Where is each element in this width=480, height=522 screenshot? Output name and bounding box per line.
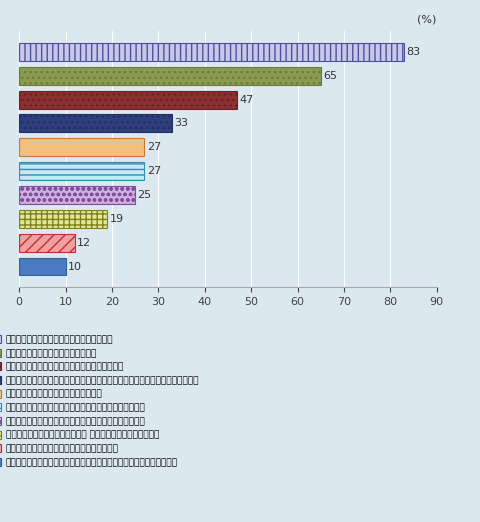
Text: 25: 25 (138, 190, 152, 200)
Text: 83: 83 (407, 47, 421, 57)
Text: 12: 12 (77, 238, 91, 247)
Bar (19, 138, 144, 156)
Text: 10: 10 (68, 262, 82, 271)
Text: (%): (%) (418, 15, 437, 25)
Text: 65: 65 (323, 71, 337, 81)
Bar (19, 114, 172, 133)
Bar (19, 67, 321, 85)
Legend: 有害な化学物質を製造過程で使用していない, リサイクル由来の原料が使われている, オーガニック栽培に由来する原料が使われている, （環境に対して）低負荷の技術や: 有害な化学物質を製造過程で使用していない, リサイクル由来の原料が使われている,… (0, 335, 199, 467)
Bar (19, 257, 66, 276)
Text: 27: 27 (147, 143, 161, 152)
Bar (19, 234, 75, 252)
Text: 33: 33 (175, 118, 189, 128)
Bar (19, 186, 135, 204)
Bar (19, 210, 108, 228)
Text: 47: 47 (240, 94, 254, 104)
Bar (19, 43, 404, 61)
Bar (19, 162, 144, 180)
Text: 19: 19 (110, 214, 124, 224)
Bar (19, 91, 237, 109)
Text: 27: 27 (147, 166, 161, 176)
